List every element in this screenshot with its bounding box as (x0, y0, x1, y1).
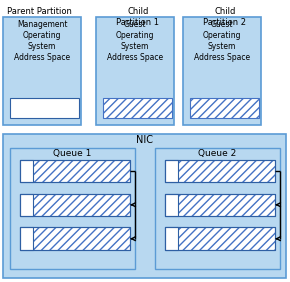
Bar (3, 17, 81, 125)
Text: Guest
Operating
System
Address Space: Guest Operating System Address Space (194, 20, 250, 62)
Bar (3, 134, 286, 278)
Bar (20, 160, 130, 182)
Bar (20, 228, 33, 250)
Bar (20, 193, 33, 216)
Bar (155, 148, 280, 269)
Bar (165, 160, 275, 182)
Bar (165, 160, 275, 182)
Text: Guest
Operating
System
Address Space: Guest Operating System Address Space (107, 20, 163, 62)
Bar (190, 98, 259, 118)
Bar (20, 228, 130, 250)
Bar (165, 228, 275, 250)
Bar (20, 228, 130, 250)
Bar (10, 98, 79, 118)
Bar (165, 228, 178, 250)
Text: Parent Partition: Parent Partition (7, 7, 72, 16)
Bar (165, 193, 275, 216)
Bar (20, 160, 130, 182)
Bar (20, 193, 130, 216)
Bar (165, 193, 275, 216)
Text: Management
Operating
System
Address Space: Management Operating System Address Spac… (14, 20, 70, 62)
Bar (20, 193, 130, 216)
Text: Child
Partition 2: Child Partition 2 (203, 7, 246, 27)
Text: Child
Partition 1: Child Partition 1 (116, 7, 159, 27)
Text: Queue 2: Queue 2 (198, 149, 237, 158)
Bar (165, 228, 275, 250)
Text: NIC: NIC (136, 135, 153, 145)
Bar (10, 148, 135, 269)
Bar (103, 98, 172, 118)
Bar (165, 160, 178, 182)
Bar (20, 160, 33, 182)
Text: Queue 1: Queue 1 (53, 149, 92, 158)
Bar (96, 17, 174, 125)
Bar (165, 193, 178, 216)
Bar (183, 17, 261, 125)
